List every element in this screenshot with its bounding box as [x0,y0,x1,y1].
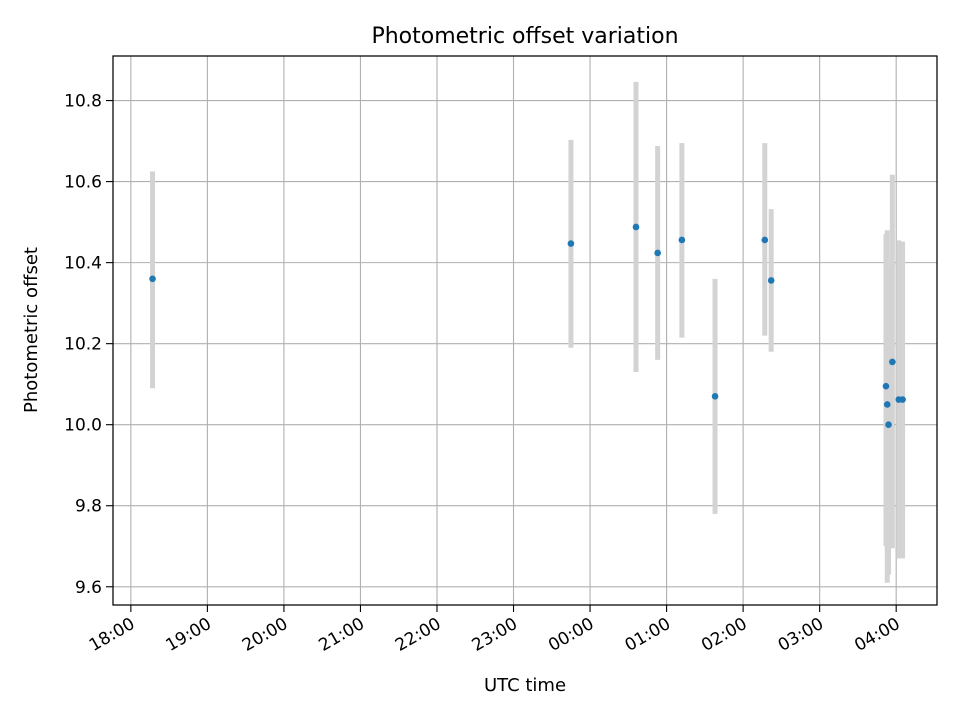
chart-title: Photometric offset variation [371,24,678,49]
y-axis-label: Photometric offset [21,247,42,413]
y-tick-label: 10.8 [64,92,102,112]
data-point [884,401,891,408]
data-point [889,359,896,366]
y-tick-label: 9.6 [75,578,102,598]
x-axis-label: UTC time [484,675,566,696]
data-point [899,396,906,403]
y-tick-label: 9.8 [75,497,102,517]
y-tick-label: 10.6 [64,173,102,193]
data-point [679,237,686,244]
data-point [712,393,719,400]
data-point [633,224,640,231]
data-point [568,240,575,247]
data-point [768,277,775,284]
data-point [883,383,890,390]
y-tick-label: 10.0 [64,416,102,436]
data-point [149,276,156,283]
data-point [885,421,892,428]
y-tick-label: 10.2 [64,335,102,355]
data-point [654,250,661,257]
y-tick-label: 10.4 [64,254,102,274]
data-point [762,237,769,244]
